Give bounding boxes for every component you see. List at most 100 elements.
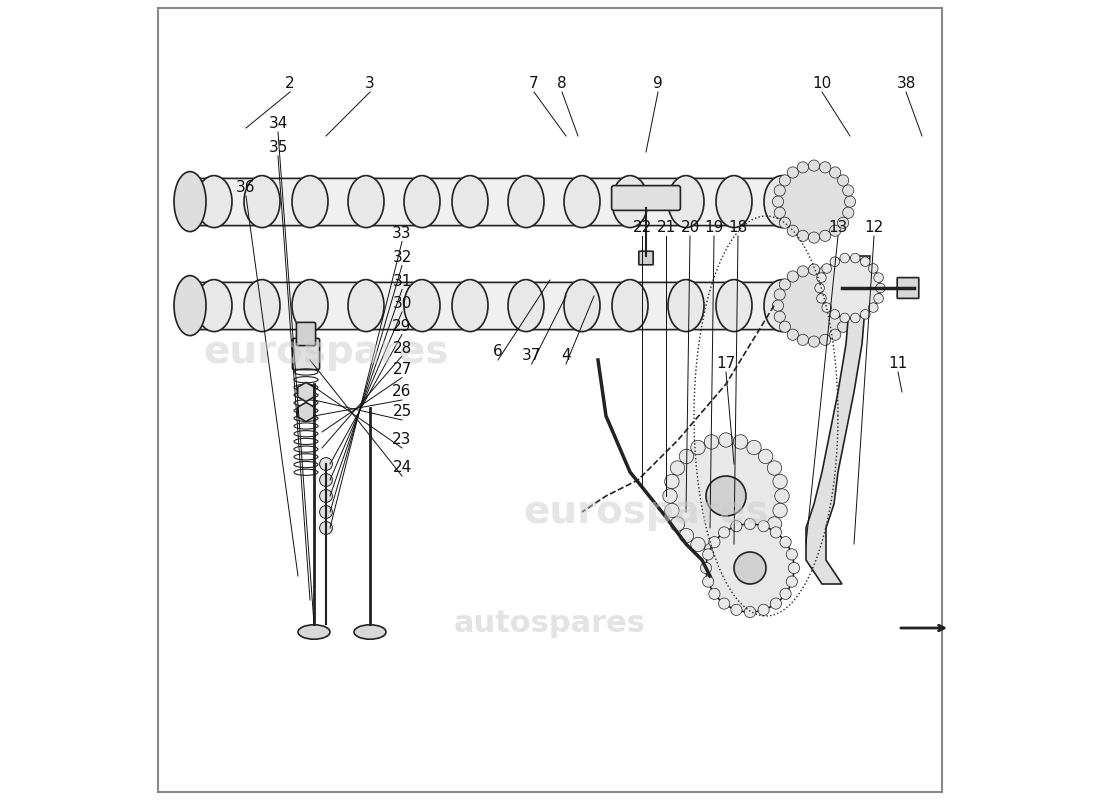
Circle shape — [703, 576, 714, 587]
Circle shape — [718, 545, 734, 559]
Circle shape — [850, 254, 860, 263]
Circle shape — [768, 517, 782, 531]
Text: 2: 2 — [285, 77, 295, 91]
Circle shape — [734, 552, 766, 584]
FancyBboxPatch shape — [296, 322, 316, 346]
Circle shape — [850, 313, 860, 322]
Circle shape — [860, 257, 870, 266]
Circle shape — [320, 522, 332, 534]
Circle shape — [843, 311, 854, 322]
Text: 34: 34 — [268, 117, 288, 131]
Text: 17: 17 — [716, 357, 736, 371]
Ellipse shape — [612, 280, 648, 331]
Circle shape — [758, 450, 773, 464]
Text: 8: 8 — [558, 77, 566, 91]
Circle shape — [679, 528, 694, 542]
Circle shape — [788, 329, 799, 340]
Circle shape — [734, 543, 748, 558]
Circle shape — [770, 527, 781, 538]
Ellipse shape — [196, 175, 232, 227]
Circle shape — [837, 321, 849, 332]
Circle shape — [773, 503, 788, 518]
Circle shape — [320, 490, 332, 502]
Circle shape — [664, 474, 679, 489]
Text: 9: 9 — [653, 77, 663, 91]
Ellipse shape — [508, 175, 544, 227]
Circle shape — [779, 321, 791, 332]
Circle shape — [768, 461, 782, 475]
Circle shape — [822, 264, 832, 274]
Circle shape — [774, 185, 785, 196]
Circle shape — [808, 232, 820, 243]
Circle shape — [816, 294, 826, 303]
Circle shape — [708, 588, 720, 599]
Ellipse shape — [298, 625, 330, 639]
Circle shape — [745, 518, 756, 530]
Circle shape — [820, 230, 830, 242]
Ellipse shape — [564, 175, 600, 227]
Circle shape — [774, 207, 785, 218]
Circle shape — [773, 474, 788, 489]
Circle shape — [745, 606, 756, 618]
Circle shape — [780, 537, 791, 548]
Circle shape — [704, 434, 718, 449]
Circle shape — [829, 225, 840, 236]
Text: 29: 29 — [393, 319, 411, 334]
Circle shape — [758, 604, 769, 615]
Circle shape — [808, 264, 820, 275]
Circle shape — [845, 300, 856, 311]
Text: 32: 32 — [393, 250, 411, 265]
Ellipse shape — [452, 280, 488, 331]
Circle shape — [691, 538, 705, 552]
Text: 27: 27 — [393, 362, 411, 377]
Circle shape — [703, 549, 714, 560]
Circle shape — [734, 434, 748, 449]
Circle shape — [670, 517, 684, 531]
Text: eurospares: eurospares — [524, 493, 769, 531]
Circle shape — [786, 576, 798, 587]
Circle shape — [774, 289, 785, 300]
Circle shape — [820, 258, 880, 318]
Circle shape — [663, 489, 678, 503]
Circle shape — [320, 506, 332, 518]
Circle shape — [691, 440, 705, 454]
Circle shape — [718, 527, 729, 538]
Circle shape — [829, 329, 840, 340]
FancyBboxPatch shape — [898, 278, 918, 298]
Circle shape — [820, 162, 830, 173]
Circle shape — [758, 521, 769, 532]
Circle shape — [758, 528, 773, 542]
Circle shape — [816, 273, 826, 282]
Ellipse shape — [716, 280, 752, 331]
Circle shape — [788, 271, 799, 282]
Circle shape — [706, 476, 746, 516]
Text: 36: 36 — [236, 181, 255, 195]
Circle shape — [789, 562, 800, 574]
Circle shape — [718, 598, 729, 609]
Ellipse shape — [354, 625, 386, 639]
Circle shape — [843, 185, 854, 196]
FancyBboxPatch shape — [639, 251, 653, 265]
FancyBboxPatch shape — [293, 338, 320, 370]
Text: 4: 4 — [561, 349, 571, 363]
Circle shape — [829, 167, 840, 178]
Text: 23: 23 — [393, 433, 411, 447]
Circle shape — [320, 458, 332, 470]
Circle shape — [770, 598, 781, 609]
Circle shape — [869, 264, 878, 274]
Circle shape — [830, 257, 839, 266]
FancyBboxPatch shape — [180, 178, 815, 226]
Circle shape — [679, 450, 694, 464]
Circle shape — [780, 588, 791, 599]
Ellipse shape — [404, 175, 440, 227]
Circle shape — [772, 196, 783, 207]
Circle shape — [873, 273, 883, 282]
Text: eurospares: eurospares — [204, 333, 449, 371]
Circle shape — [772, 300, 783, 311]
Circle shape — [798, 230, 808, 242]
Text: 24: 24 — [393, 461, 411, 475]
Text: 13: 13 — [828, 221, 848, 235]
Text: 3: 3 — [365, 77, 375, 91]
Ellipse shape — [174, 275, 206, 336]
Ellipse shape — [292, 280, 328, 331]
